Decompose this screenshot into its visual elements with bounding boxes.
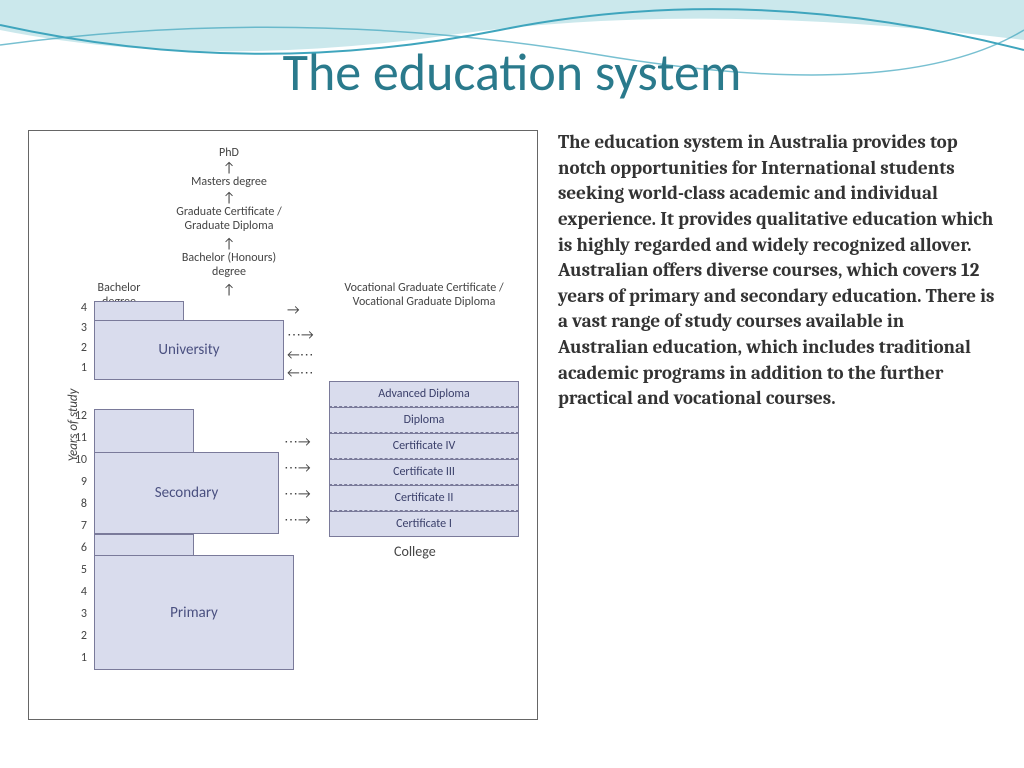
voc-grad-label: Vocational Graduate Certificate / Vocati… (324, 281, 524, 310)
y-tick: 2 (67, 341, 87, 355)
y-tick: 9 (67, 475, 87, 489)
university-label: University (158, 341, 219, 359)
cert-row: Certificate III (329, 459, 519, 485)
secondary-label: Secondary (155, 484, 219, 502)
content-area: Years of study PhD ↑ Masters degree ↑ Gr… (28, 130, 996, 738)
cert-row: Certificate I (329, 511, 519, 537)
university-block: University (94, 320, 284, 380)
y-tick: 3 (67, 607, 87, 621)
cert-label: Certificate II (395, 491, 454, 505)
arrow-icon: ⋯→ (284, 511, 311, 528)
secondary-step (94, 409, 194, 453)
masters-label: Masters degree (179, 175, 279, 189)
gradcert-label: Graduate Certificate / Graduate Diploma (159, 205, 299, 234)
y-tick: 4 (67, 301, 87, 315)
cert-row: Diploma (329, 407, 519, 433)
y-tick: 6 (67, 541, 87, 555)
arrow-icon: ↑ (189, 235, 269, 252)
slide-title: The education system (0, 40, 1024, 104)
arrow-icon: ⋯→ (287, 326, 314, 343)
y-tick: 2 (67, 629, 87, 643)
y-tick: 1 (67, 651, 87, 665)
y-tick: 1 (67, 361, 87, 375)
arrow-icon: ⋯→ (284, 485, 311, 502)
y-tick: 7 (67, 519, 87, 533)
y-tick: 3 (67, 321, 87, 335)
cert-label: Certificate IV (393, 439, 456, 453)
cert-label: Advanced Diploma (378, 387, 469, 401)
cert-label: Certificate III (393, 465, 455, 479)
cert-label: Diploma (404, 413, 445, 427)
y-tick: 10 (67, 453, 87, 467)
body-text: The education system in Australia provid… (558, 130, 996, 738)
primary-label: Primary (170, 604, 218, 622)
cert-row: Certificate II (329, 485, 519, 511)
cert-row: Advanced Diploma (329, 381, 519, 407)
primary-step (94, 534, 194, 556)
bachelor-hons-label: Bachelor (Honours) degree (169, 251, 289, 280)
cert-row: Certificate IV (329, 433, 519, 459)
y-tick: 12 (67, 409, 87, 423)
cert-label: Certificate I (396, 517, 452, 531)
primary-block: Primary (94, 555, 294, 670)
y-axis-label: Years of study (66, 389, 81, 462)
arrow-icon: ⋯→ (284, 433, 311, 450)
y-tick: 11 (67, 431, 87, 445)
y-tick: 5 (67, 563, 87, 577)
education-diagram: Years of study PhD ↑ Masters degree ↑ Gr… (28, 130, 538, 720)
college-label: College (394, 543, 436, 560)
arrow-icon: ←⋯ (287, 364, 314, 381)
secondary-block: Secondary (94, 452, 279, 534)
arrow-icon: → (287, 301, 300, 318)
y-tick: 8 (67, 497, 87, 511)
arrow-icon: ↑ (189, 189, 269, 206)
university-step (94, 301, 184, 321)
arrow-icon: ↑ (189, 159, 269, 176)
arrow-icon: ⋯→ (284, 459, 311, 476)
arrow-icon: ↑ (189, 281, 269, 298)
body-paragraph: The education system in Australia provid… (558, 130, 996, 412)
y-tick: 4 (67, 585, 87, 599)
arrow-icon: ←⋯ (287, 346, 314, 363)
